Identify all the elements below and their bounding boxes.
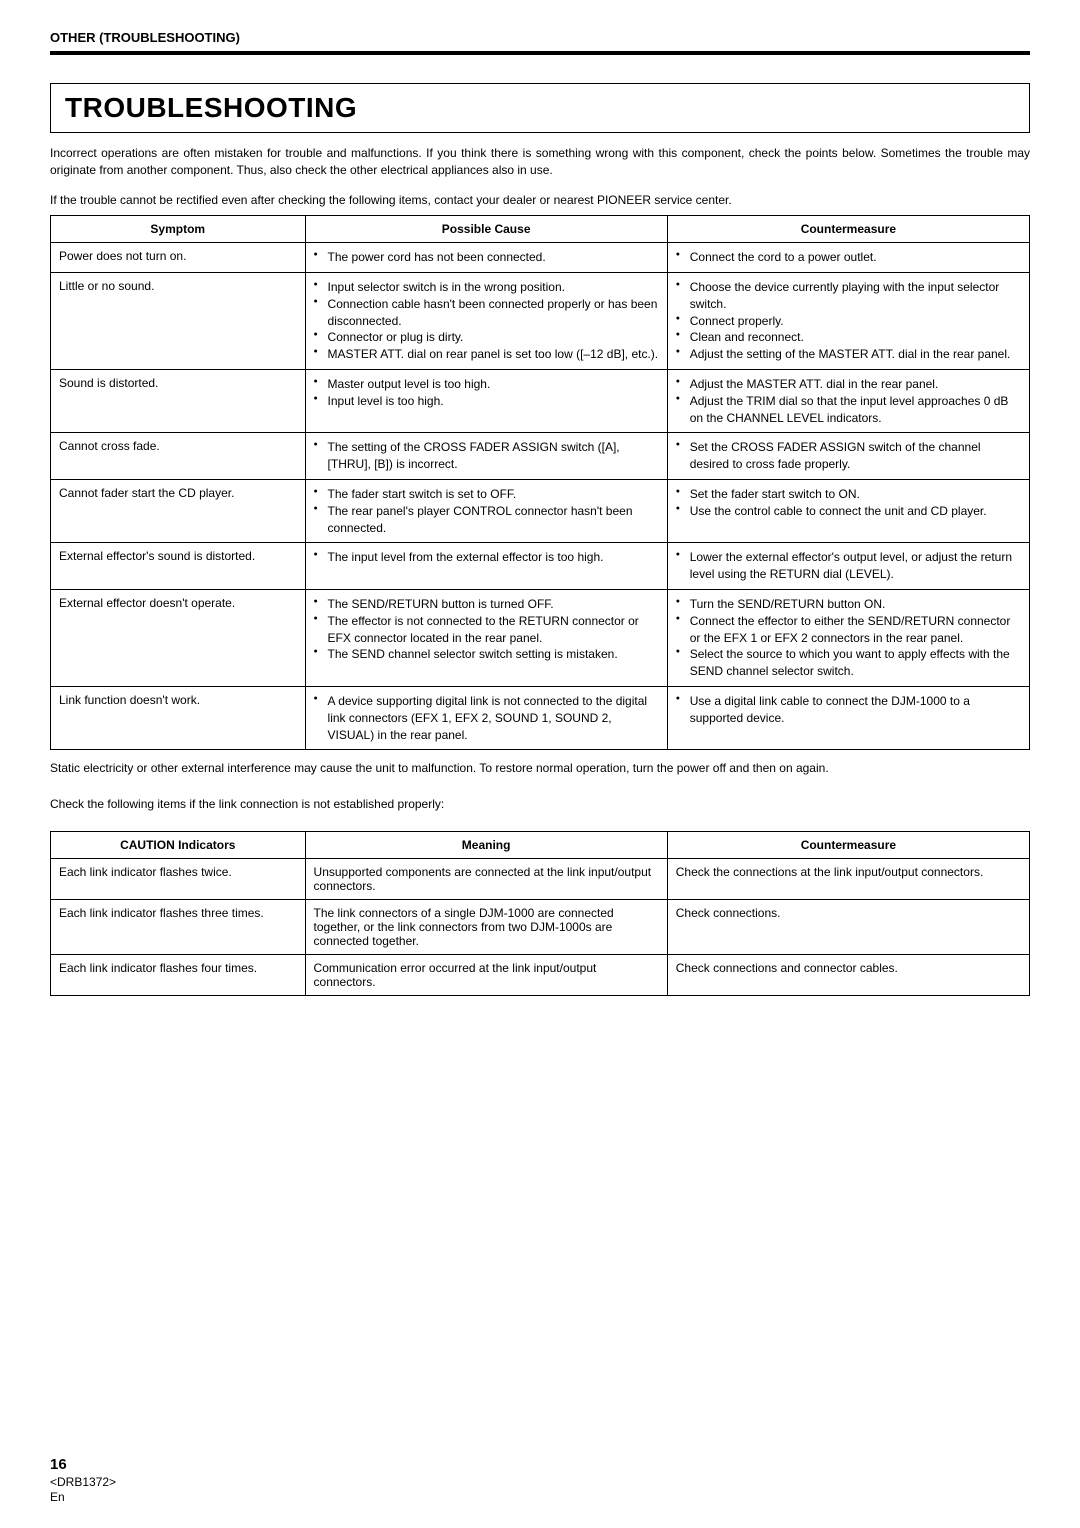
td-cause: The input level from the external effect… bbox=[305, 543, 667, 590]
td-cause: A device supporting digital link is not … bbox=[305, 686, 667, 749]
list-item: MASTER ATT. dial on rear panel is set to… bbox=[314, 346, 659, 363]
list-item: Select the source to which you want to a… bbox=[676, 646, 1021, 680]
static-note: Static electricity or other external int… bbox=[50, 760, 1030, 777]
td-counter: Turn the SEND/RETURN button ON.Connect t… bbox=[667, 589, 1029, 686]
th-counter2: Countermeasure bbox=[667, 832, 1029, 859]
td-cell: Each link indicator flashes three times. bbox=[51, 900, 306, 955]
list-item: A device supporting digital link is not … bbox=[314, 693, 659, 743]
th-meaning: Meaning bbox=[305, 832, 667, 859]
page-number: 16 bbox=[50, 1455, 116, 1475]
section-header: OTHER (TROUBLESHOOTING) bbox=[50, 30, 1030, 55]
list-item: Use the control cable to connect the uni… bbox=[676, 503, 1021, 520]
troubleshooting-table: Symptom Possible Cause Countermeasure Po… bbox=[50, 215, 1030, 750]
table-row: Cannot fader start the CD player.The fad… bbox=[51, 479, 1030, 542]
list-item: The fader start switch is set to OFF. bbox=[314, 486, 659, 503]
table-row: Each link indicator flashes three times.… bbox=[51, 900, 1030, 955]
td-cell: Each link indicator flashes four times. bbox=[51, 955, 306, 996]
td-counter: Connect the cord to a power outlet. bbox=[667, 243, 1029, 273]
td-cause: The fader start switch is set to OFF.The… bbox=[305, 479, 667, 542]
td-symptom: Sound is distorted. bbox=[51, 369, 306, 432]
list-item: The SEND channel selector switch setting… bbox=[314, 646, 659, 663]
td-cause: Master output level is too high.Input le… bbox=[305, 369, 667, 432]
td-cell: The link connectors of a single DJM-1000… bbox=[305, 900, 667, 955]
th-counter: Countermeasure bbox=[667, 216, 1029, 243]
list-item: Adjust the MASTER ATT. dial in the rear … bbox=[676, 376, 1021, 393]
td-counter: Use a digital link cable to connect the … bbox=[667, 686, 1029, 749]
list-item: Lower the external effector's output lev… bbox=[676, 549, 1021, 583]
list-item: Connect properly. bbox=[676, 313, 1021, 330]
td-counter: Set the CROSS FADER ASSIGN switch of the… bbox=[667, 433, 1029, 480]
td-counter: Lower the external effector's output lev… bbox=[667, 543, 1029, 590]
list-item: The input level from the external effect… bbox=[314, 549, 659, 566]
caution-table: CAUTION Indicators Meaning Countermeasur… bbox=[50, 831, 1030, 996]
intro-paragraph-2: If the trouble cannot be rectified even … bbox=[50, 192, 1030, 209]
intro-paragraph-1: Incorrect operations are often mistaken … bbox=[50, 145, 1030, 180]
table-row: External effector's sound is distorted. T… bbox=[51, 543, 1030, 590]
list-item: Use a digital link cable to connect the … bbox=[676, 693, 1021, 727]
th-cause: Possible Cause bbox=[305, 216, 667, 243]
td-symptom: External effector doesn't operate. bbox=[51, 589, 306, 686]
list-item: The effector is not connected to the RET… bbox=[314, 613, 659, 647]
list-item: Clean and reconnect. bbox=[676, 329, 1021, 346]
table-header-row: Symptom Possible Cause Countermeasure bbox=[51, 216, 1030, 243]
td-cell: Check connections. bbox=[667, 900, 1029, 955]
list-item: Master output level is too high. bbox=[314, 376, 659, 393]
list-item: Set the fader start switch to ON. bbox=[676, 486, 1021, 503]
list-item: The power cord has not been connected. bbox=[314, 249, 659, 266]
page-footer: 16 <DRB1372> En bbox=[50, 1455, 116, 1506]
td-symptom: Cannot fader start the CD player. bbox=[51, 479, 306, 542]
list-item: Connect the effector to either the SEND/… bbox=[676, 613, 1021, 647]
td-cause: The SEND/RETURN button is turned OFF.The… bbox=[305, 589, 667, 686]
td-cause: Input selector switch is in the wrong po… bbox=[305, 272, 667, 369]
list-item: Input level is too high. bbox=[314, 393, 659, 410]
td-cell: Each link indicator flashes twice. bbox=[51, 859, 306, 900]
list-item: Connection cable hasn't been connected p… bbox=[314, 296, 659, 330]
list-item: Connect the cord to a power outlet. bbox=[676, 249, 1021, 266]
table-row: Sound is distorted.Master output level i… bbox=[51, 369, 1030, 432]
td-cell: Unsupported components are connected at … bbox=[305, 859, 667, 900]
lang-label: En bbox=[50, 1490, 116, 1506]
td-cause: The setting of the CROSS FADER ASSIGN sw… bbox=[305, 433, 667, 480]
list-item: Set the CROSS FADER ASSIGN switch of the… bbox=[676, 439, 1021, 473]
list-item: Input selector switch is in the wrong po… bbox=[314, 279, 659, 296]
td-symptom: External effector's sound is distorted. bbox=[51, 543, 306, 590]
th-symptom: Symptom bbox=[51, 216, 306, 243]
table-row: Cannot cross fade.The setting of the CRO… bbox=[51, 433, 1030, 480]
table-row: Little or no sound. Input selector switch… bbox=[51, 272, 1030, 369]
table-header-row: CAUTION Indicators Meaning Countermeasur… bbox=[51, 832, 1030, 859]
list-item: The SEND/RETURN button is turned OFF. bbox=[314, 596, 659, 613]
td-cell: Check connections and connector cables. bbox=[667, 955, 1029, 996]
td-cell: Check the connections at the link input/… bbox=[667, 859, 1029, 900]
table-row: Each link indicator flashes twice.Unsupp… bbox=[51, 859, 1030, 900]
list-item: The rear panel's player CONTROL connecto… bbox=[314, 503, 659, 537]
table-row: Link function doesn't work.A device supp… bbox=[51, 686, 1030, 749]
table-row: External effector doesn't operate.The SE… bbox=[51, 589, 1030, 686]
td-cause: The power cord has not been connected. bbox=[305, 243, 667, 273]
link-note: Check the following items if the link co… bbox=[50, 796, 1030, 813]
list-item: Choose the device currently playing with… bbox=[676, 279, 1021, 313]
table-row: Power does not turn on. The power cord ha… bbox=[51, 243, 1030, 273]
th-caution: CAUTION Indicators bbox=[51, 832, 306, 859]
td-symptom: Little or no sound. bbox=[51, 272, 306, 369]
list-item: The setting of the CROSS FADER ASSIGN sw… bbox=[314, 439, 659, 473]
list-item: Adjust the setting of the MASTER ATT. di… bbox=[676, 346, 1021, 363]
title-box: TROUBLESHOOTING bbox=[50, 83, 1030, 133]
list-item: Adjust the TRIM dial so that the input l… bbox=[676, 393, 1021, 427]
page-title: TROUBLESHOOTING bbox=[65, 92, 1015, 124]
td-counter: Choose the device currently playing with… bbox=[667, 272, 1029, 369]
list-item: Connector or plug is dirty. bbox=[314, 329, 659, 346]
td-symptom: Link function doesn't work. bbox=[51, 686, 306, 749]
td-cell: Communication error occurred at the link… bbox=[305, 955, 667, 996]
doc-code: <DRB1372> bbox=[50, 1475, 116, 1491]
td-counter: Set the fader start switch to ON.Use the… bbox=[667, 479, 1029, 542]
td-symptom: Cannot cross fade. bbox=[51, 433, 306, 480]
table-row: Each link indicator flashes four times.C… bbox=[51, 955, 1030, 996]
list-item: Turn the SEND/RETURN button ON. bbox=[676, 596, 1021, 613]
td-symptom: Power does not turn on. bbox=[51, 243, 306, 273]
td-counter: Adjust the MASTER ATT. dial in the rear … bbox=[667, 369, 1029, 432]
